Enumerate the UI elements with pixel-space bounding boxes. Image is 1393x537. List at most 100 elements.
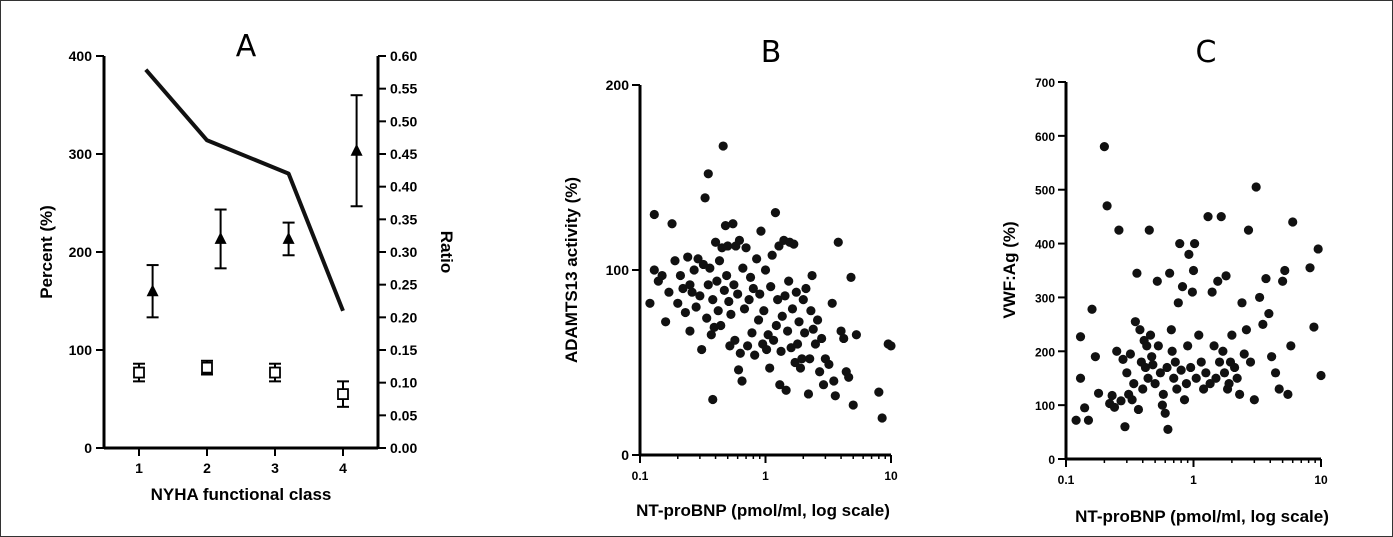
panel-c-point	[1194, 330, 1204, 340]
panel-c-point	[1224, 379, 1234, 389]
panel-a-triangle-marker	[350, 143, 363, 156]
panel-a-y-axis-label: Percent (%)	[37, 205, 56, 299]
panel-c-point	[1305, 263, 1315, 273]
panel-b-point	[792, 339, 803, 349]
panel-a-left-ticks: 0 100 200 300 400	[69, 48, 104, 456]
panel-b-point	[733, 365, 744, 375]
panel-c-point	[1138, 384, 1148, 394]
panel-c-point	[1165, 268, 1175, 278]
panel-b-point	[818, 380, 829, 390]
panel-b-point	[877, 413, 887, 423]
panel-b-point	[675, 270, 686, 281]
panel-c-point	[1087, 304, 1097, 314]
panel-b-point	[706, 330, 716, 340]
panel-b-point	[678, 283, 688, 294]
panel-c-point	[1122, 368, 1132, 378]
panel-b-point	[777, 311, 787, 321]
panel-c-point	[1135, 325, 1145, 335]
panel-b-point	[798, 295, 808, 305]
panel-b-point	[760, 265, 771, 275]
panel-b-y-axis-label: ADAMTS13 activity (%)	[562, 177, 581, 363]
panel-c-point	[1237, 298, 1247, 308]
panel-c-point	[1205, 379, 1215, 389]
panel-c-point	[1107, 390, 1117, 401]
panel-c-point	[1163, 424, 1173, 434]
panel-b-point	[730, 335, 740, 345]
panel-b-point	[685, 326, 695, 336]
panel-b-point	[695, 291, 705, 301]
panel-c-point	[1251, 182, 1261, 192]
panel-c-y-tick-label: 400	[1035, 238, 1055, 252]
panel-b-point	[784, 276, 794, 286]
panel-b-point	[775, 380, 785, 390]
panel-b-point	[649, 209, 659, 220]
panel-c-point	[1239, 349, 1249, 359]
panel-b-point	[767, 250, 777, 260]
panel-c-point	[1083, 415, 1094, 425]
panel-b-point	[765, 363, 775, 373]
panel-c-point	[1183, 341, 1193, 351]
panel-b-point	[741, 243, 751, 253]
panel-b-point	[685, 280, 695, 290]
panel-b-point	[810, 339, 821, 349]
panel-b-point	[745, 272, 756, 282]
panel-c-point	[1132, 268, 1142, 278]
panel-b-point	[874, 387, 884, 397]
panel-b-point	[703, 169, 713, 179]
panel-c-point	[1075, 332, 1086, 342]
panel-c-point	[1209, 341, 1219, 351]
panel-a-left-tick-label: 100	[69, 342, 93, 358]
panel-b-point	[789, 239, 799, 249]
panel-c-point	[1258, 319, 1268, 329]
panel-b-point	[716, 320, 726, 331]
panel-c-point	[1129, 379, 1139, 389]
panel-c-point	[1145, 330, 1156, 340]
panel-c-point	[1116, 396, 1126, 406]
panel-c-point	[1177, 282, 1188, 292]
panel-a-left-tick-label: 300	[69, 146, 93, 162]
panel-b-point	[667, 219, 677, 229]
panel-c-point	[1166, 325, 1176, 335]
panel-b-point	[737, 376, 747, 386]
panel-a-right-tick-label: 0.40	[390, 179, 417, 195]
panel-b-point	[689, 265, 699, 275]
panel-c-point	[1090, 352, 1100, 362]
panel-b-point	[645, 298, 655, 308]
panel-c-marks	[1071, 142, 1326, 434]
panel-c-point	[1235, 389, 1245, 399]
panel-b-point	[697, 344, 707, 355]
panel-c-point	[1313, 244, 1323, 254]
panel-a-x-tick-label: 2	[203, 460, 211, 476]
panel-a-right-tick-label: 0.30	[390, 244, 417, 260]
panel-b-point	[806, 306, 816, 316]
panel-a-square-marker	[201, 361, 213, 374]
panel-a: A 0 100 200 300 400 0.00 0.05 0.10 0.15 0.20 0.25…	[37, 29, 456, 504]
panel-c-point	[1152, 276, 1162, 286]
panel-b-point	[739, 304, 750, 314]
panel-c-point	[1173, 298, 1183, 308]
panel-c-point	[1147, 352, 1157, 362]
panel-c-point	[1249, 395, 1259, 405]
panel-c-y-tick-label: 500	[1035, 184, 1055, 198]
panel-c-point	[1175, 238, 1185, 249]
panel-c-y-tick-label: 600	[1035, 130, 1055, 144]
panel-c-y-tick-label: 100	[1035, 399, 1055, 413]
panel-c: C 0 100 200 300 400 500 600 700 0.1 1 10 VWF:Ag (…	[1000, 35, 1329, 526]
panel-b-x-tick-label: 0.1	[632, 469, 649, 483]
panel-b-point	[718, 141, 728, 151]
panel-b-point	[664, 287, 674, 297]
panel-b-point	[705, 263, 715, 273]
panel-b-point	[755, 289, 765, 299]
panel-c-point	[1184, 249, 1194, 259]
panel-c-point	[1229, 362, 1240, 373]
panel-b-point	[738, 263, 748, 273]
panel-c-point	[1186, 362, 1196, 373]
panel-c-point	[1201, 368, 1211, 378]
panel-b-marks	[645, 141, 896, 423]
panel-c-point	[1283, 389, 1293, 399]
panel-a-triangle-marker	[282, 231, 295, 244]
panel-c-point	[1278, 276, 1288, 286]
panel-c-point	[1274, 384, 1284, 394]
panel-b-x-axis-label: NT-proBNP (pmol/ml, log scale)	[636, 501, 890, 520]
